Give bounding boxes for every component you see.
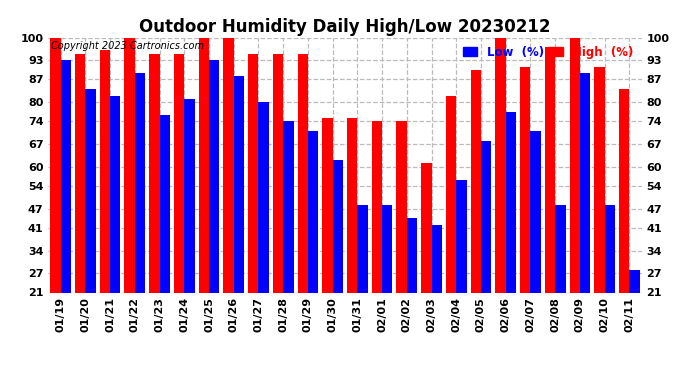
- Bar: [259, 102, 269, 292]
- Bar: [184, 99, 195, 292]
- Bar: [124, 38, 135, 292]
- Bar: [100, 50, 110, 292]
- Bar: [273, 54, 283, 292]
- Bar: [619, 89, 629, 292]
- Bar: [159, 115, 170, 292]
- Bar: [604, 206, 615, 292]
- Bar: [224, 38, 234, 292]
- Bar: [471, 70, 481, 292]
- Bar: [308, 131, 318, 292]
- Bar: [199, 38, 209, 292]
- Bar: [555, 206, 566, 292]
- Bar: [297, 54, 308, 292]
- Bar: [61, 60, 71, 292]
- Bar: [86, 89, 96, 292]
- Bar: [481, 141, 491, 292]
- Bar: [545, 47, 555, 292]
- Title: Outdoor Humidity Daily High/Low 20230212: Outdoor Humidity Daily High/Low 20230212: [139, 18, 551, 36]
- Bar: [283, 122, 293, 292]
- Legend: Low  (%), High  (%): Low (%), High (%): [461, 44, 635, 61]
- Bar: [446, 96, 456, 292]
- Bar: [506, 112, 516, 292]
- Bar: [456, 180, 466, 292]
- Bar: [397, 122, 407, 292]
- Bar: [531, 131, 541, 292]
- Bar: [357, 206, 368, 292]
- Bar: [75, 54, 86, 292]
- Text: Copyright 2023 Cartronics.com: Copyright 2023 Cartronics.com: [51, 41, 204, 51]
- Bar: [594, 66, 604, 292]
- Bar: [629, 270, 640, 292]
- Bar: [135, 73, 145, 292]
- Bar: [347, 118, 357, 292]
- Bar: [372, 122, 382, 292]
- Bar: [569, 38, 580, 292]
- Bar: [110, 96, 121, 292]
- Bar: [174, 54, 184, 292]
- Bar: [382, 206, 393, 292]
- Bar: [50, 38, 61, 292]
- Bar: [407, 218, 417, 292]
- Bar: [248, 54, 259, 292]
- Bar: [421, 164, 431, 292]
- Bar: [520, 66, 531, 292]
- Bar: [580, 73, 590, 292]
- Bar: [209, 60, 219, 292]
- Bar: [431, 225, 442, 292]
- Bar: [495, 38, 506, 292]
- Bar: [333, 160, 343, 292]
- Bar: [234, 76, 244, 292]
- Bar: [322, 118, 333, 292]
- Bar: [149, 54, 159, 292]
